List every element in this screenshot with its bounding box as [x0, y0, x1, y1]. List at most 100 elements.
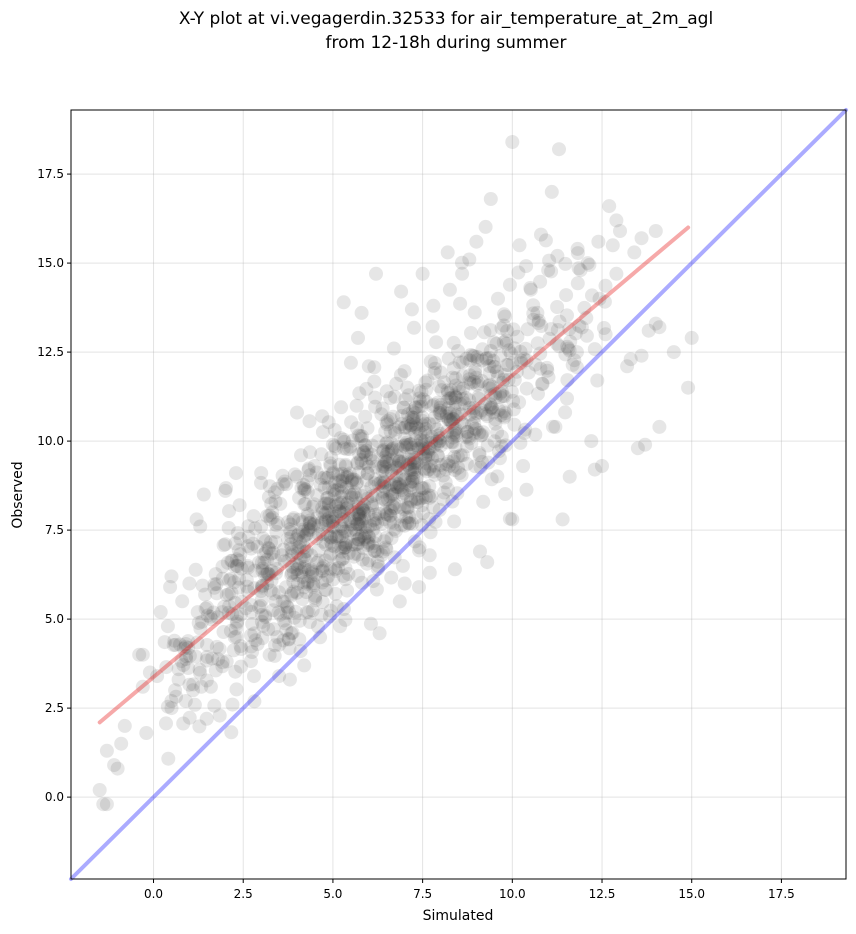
- data-point: [292, 512, 307, 527]
- data-point: [620, 359, 635, 374]
- data-point: [284, 548, 299, 563]
- data-point: [510, 329, 525, 344]
- data-point: [422, 512, 437, 527]
- data-point: [276, 633, 291, 648]
- data-point: [275, 594, 290, 609]
- data-point: [198, 587, 213, 602]
- data-point: [333, 619, 348, 634]
- data-point: [247, 581, 262, 596]
- data-point: [341, 511, 356, 526]
- data-point: [308, 593, 323, 608]
- data-point: [438, 462, 453, 477]
- data-point: [164, 569, 179, 584]
- data-point: [305, 566, 320, 581]
- data-point: [178, 694, 193, 708]
- data-point: [268, 638, 282, 653]
- data-point: [470, 378, 485, 393]
- data-point: [502, 277, 517, 292]
- data-point: [187, 697, 202, 712]
- data-point: [490, 469, 505, 484]
- data-point: [453, 397, 468, 412]
- data-point: [341, 496, 355, 510]
- data-point: [451, 344, 465, 358]
- data-point: [452, 384, 467, 399]
- data-point: [286, 574, 301, 589]
- data-point: [370, 561, 385, 576]
- data-point: [561, 341, 576, 356]
- data-point: [475, 454, 489, 469]
- data-point: [534, 319, 549, 333]
- data-point: [318, 553, 333, 568]
- data-point: [315, 500, 330, 515]
- data-point: [326, 466, 341, 481]
- data-point: [216, 538, 231, 553]
- data-point: [394, 518, 409, 533]
- data-point: [418, 490, 433, 505]
- data-point: [433, 427, 448, 441]
- data-point: [432, 433, 447, 448]
- data-point: [159, 716, 173, 731]
- data-point: [333, 474, 348, 489]
- data-point: [412, 580, 426, 595]
- data-point: [323, 561, 338, 576]
- data-point: [284, 541, 299, 556]
- data-point: [318, 573, 333, 587]
- data-point: [560, 339, 575, 354]
- data-point: [354, 575, 369, 590]
- data-point: [406, 413, 421, 428]
- data-point: [459, 351, 474, 366]
- data-point: [433, 365, 448, 380]
- data-point: [358, 485, 373, 500]
- data-point: [442, 391, 457, 406]
- data-point: [300, 475, 315, 489]
- data-point: [489, 364, 504, 379]
- data-point: [264, 535, 278, 549]
- data-point: [324, 535, 339, 550]
- data-point: [454, 415, 469, 430]
- data-point: [562, 343, 577, 358]
- data-point: [357, 445, 371, 460]
- data-point: [250, 637, 265, 651]
- data-point: [189, 512, 204, 527]
- data-point: [533, 361, 548, 376]
- data-point: [470, 349, 485, 364]
- data-point: [107, 758, 122, 773]
- data-point: [135, 647, 150, 662]
- data-point: [393, 509, 408, 524]
- data-point: [181, 661, 196, 675]
- data-point: [359, 381, 374, 396]
- data-point: [378, 460, 393, 475]
- data-point: [267, 648, 282, 663]
- data-point: [334, 512, 349, 527]
- data-point: [227, 630, 242, 645]
- data-point: [408, 433, 423, 448]
- data-point: [351, 536, 366, 551]
- data-point: [225, 697, 240, 712]
- data-point: [326, 514, 341, 529]
- data-point: [260, 576, 275, 591]
- data-point: [455, 355, 470, 370]
- data-point: [370, 544, 385, 559]
- data-point: [402, 437, 417, 452]
- data-point: [317, 496, 332, 511]
- data-point: [401, 407, 415, 422]
- data-point: [523, 281, 538, 295]
- data-point: [374, 407, 389, 422]
- data-point: [317, 470, 332, 485]
- data-point: [370, 515, 385, 530]
- data-point: [290, 585, 305, 600]
- data-point: [234, 594, 249, 609]
- data-point: [454, 468, 469, 483]
- data-point: [261, 540, 276, 555]
- data-point: [397, 502, 411, 517]
- data-point: [403, 492, 418, 507]
- data-point: [414, 480, 429, 495]
- data-point: [270, 630, 285, 645]
- data-point: [336, 551, 351, 566]
- data-point: [335, 474, 350, 489]
- data-point: [425, 430, 439, 444]
- data-point: [339, 535, 354, 550]
- data-point: [327, 423, 342, 437]
- data-point: [469, 406, 484, 420]
- data-point: [398, 420, 413, 435]
